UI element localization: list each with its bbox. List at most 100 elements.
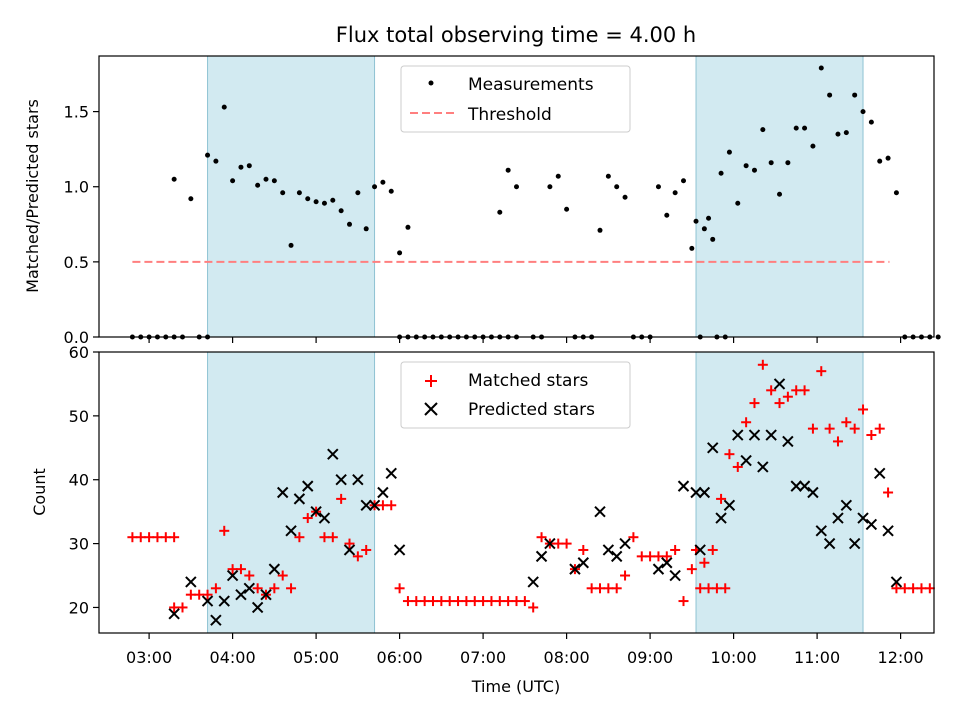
matched-point	[883, 487, 894, 498]
predicted-point	[669, 569, 681, 582]
predicted-point-b	[698, 486, 711, 499]
matched-point	[169, 532, 180, 543]
predicted-point	[327, 448, 339, 460]
predicted-point	[790, 480, 802, 492]
measurement-point	[760, 127, 766, 133]
predicted-point-b	[243, 582, 256, 595]
predicted-point	[251, 601, 264, 614]
measurement-point	[296, 190, 302, 196]
predicted-point-b	[201, 595, 214, 607]
bottom-y-axis-label: Count	[30, 468, 49, 516]
measurement-point	[372, 184, 378, 190]
predicted-point	[226, 569, 239, 582]
matched-point	[749, 398, 760, 409]
predicted-point	[698, 486, 711, 499]
predicted-point	[310, 505, 322, 518]
predicted-point	[677, 480, 690, 492]
predicted-point-b	[694, 544, 706, 556]
matched-point	[419, 596, 430, 607]
matched-point	[519, 596, 530, 607]
predicted-point-b	[807, 486, 819, 499]
predicted-point	[569, 563, 581, 575]
predicted-point	[335, 474, 347, 486]
matched-point	[444, 596, 455, 607]
y-tick-label: 0.5	[64, 253, 89, 272]
predicted-point	[268, 563, 281, 575]
matched-point	[720, 583, 731, 594]
y-tick-label: 1.0	[64, 178, 89, 197]
matched-point	[874, 423, 885, 434]
predicted-point	[535, 550, 548, 563]
measurement-point	[726, 149, 732, 155]
bottom-matched-series	[127, 359, 935, 613]
predicted-point-b	[765, 429, 777, 441]
predicted-point	[218, 595, 230, 607]
measurement-point	[701, 226, 707, 232]
matched-point	[699, 557, 710, 568]
matched-point	[924, 583, 935, 594]
matched-point	[152, 532, 163, 543]
predicted-point	[694, 544, 706, 556]
x-tick-label: 05:00	[293, 648, 339, 667]
predicted-point-b	[185, 576, 197, 588]
top-legend-measurements-label: Measurements	[468, 75, 594, 95]
matched-point	[402, 596, 413, 607]
predicted-point-b	[773, 378, 786, 390]
predicted-point-b	[740, 454, 752, 467]
predicted-point-b	[848, 537, 861, 550]
measurement-point	[681, 178, 686, 184]
matched-point	[160, 532, 171, 543]
y-tick-label: 60	[69, 343, 89, 362]
y-tick-label: 20	[69, 598, 89, 617]
matched-point	[724, 449, 735, 460]
measurement-point	[743, 163, 749, 169]
measurement-point	[614, 184, 620, 190]
predicted-point	[318, 512, 331, 524]
predicted-point-b	[210, 614, 222, 626]
matched-point	[352, 551, 363, 562]
matched-point	[286, 583, 297, 594]
measurement-point	[238, 164, 244, 170]
predicted-point	[848, 537, 861, 550]
matched-point	[185, 589, 196, 600]
predicted-point	[782, 435, 794, 448]
predicted-point-b	[757, 461, 769, 473]
predicted-point	[732, 429, 744, 441]
matched-point	[336, 493, 347, 504]
measurement-point	[843, 130, 849, 136]
measurement-point	[885, 155, 891, 161]
predicted-point	[807, 486, 819, 499]
matched-point	[561, 538, 572, 549]
predicted-point	[276, 486, 289, 499]
matched-point	[235, 564, 246, 575]
predicted-point	[302, 480, 314, 492]
top-legend-threshold-label: Threshold	[467, 105, 552, 125]
measurement-point	[205, 152, 211, 158]
predicted-point	[798, 480, 811, 492]
matched-point	[586, 583, 597, 594]
measurement-point	[313, 199, 319, 205]
measurement-point	[547, 184, 553, 190]
measurement-point	[288, 242, 294, 248]
matched-point	[269, 583, 280, 594]
matched-point	[411, 596, 422, 607]
predicted-point-b	[527, 576, 539, 588]
y-tick-label: 0.0	[64, 328, 89, 347]
measurement-point	[338, 208, 344, 214]
predicted-point-b	[610, 550, 623, 563]
predicted-point-b	[368, 499, 381, 511]
predicted-point	[210, 614, 222, 626]
measurement-point	[768, 160, 774, 166]
measurement-point	[693, 218, 699, 224]
matched-point	[553, 538, 564, 549]
predicted-point-b	[377, 486, 389, 499]
predicted-point-b	[840, 499, 853, 511]
matched-point	[603, 583, 614, 594]
predicted-point	[544, 537, 556, 550]
x-tick-label: 11:00	[794, 648, 840, 667]
predicted-point	[690, 486, 702, 499]
measurement-point	[514, 184, 519, 190]
top-chart-title: Flux total observing time = 4.00 h	[336, 23, 696, 47]
predicted-point-b	[168, 608, 180, 620]
